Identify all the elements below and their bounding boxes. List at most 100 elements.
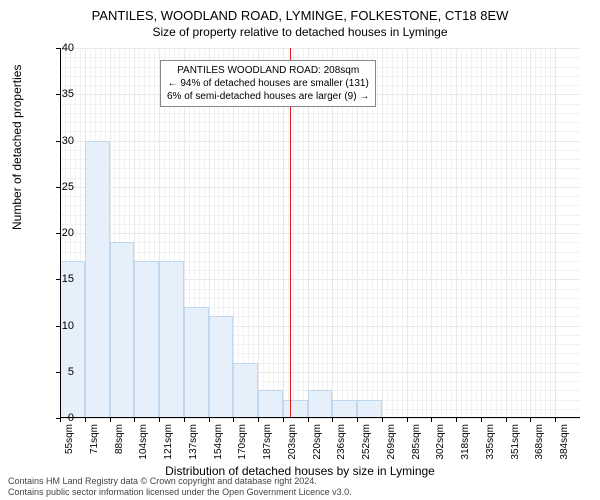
x-tick-mark [209,418,210,422]
x-tick-label: 252sqm [361,424,372,460]
y-tick-label: 0 [44,412,74,424]
x-tick-label: 104sqm [138,424,149,460]
y-tick-label: 10 [44,320,74,332]
x-tick-label: 368sqm [534,424,545,460]
x-tick-mark [85,418,86,422]
histogram-bar [283,400,308,419]
grid-line-h-minor [60,215,580,216]
annotation-line: PANTILES WOODLAND ROAD: 208sqm [167,64,369,77]
x-axis-line [60,417,580,418]
y-axis-label: Number of detached properties [10,65,24,230]
x-tick-label: 269sqm [386,424,397,460]
annotation-line: ← 94% of detached houses are smaller (13… [167,77,369,90]
grid-line-h [60,48,580,49]
histogram-bar [85,141,110,419]
grid-line-h [60,418,580,419]
grid-line-h-minor [60,178,580,179]
grid-line-h [60,187,580,188]
x-tick-label: 187sqm [262,424,273,460]
x-tick-mark [456,418,457,422]
grid-line-v-minor [486,48,487,418]
grid-line-h-minor [60,122,580,123]
grid-line-v-minor [392,48,393,418]
y-tick-label: 30 [44,135,74,147]
x-tick-label: 335sqm [485,424,496,460]
x-tick-label: 88sqm [114,424,125,454]
x-tick-mark [258,418,259,422]
y-tick-label: 35 [44,88,74,100]
grid-line-h-minor [60,252,580,253]
grid-line-v-minor [545,48,546,418]
grid-line-h [60,233,580,234]
annotation-line: 6% of semi-detached houses are larger (9… [167,90,369,103]
x-tick-label: 285sqm [411,424,422,460]
grid-line-v-minor [426,48,427,418]
grid-line-v [555,48,556,418]
grid-line-v-minor [466,48,467,418]
x-tick-label: 351sqm [510,424,521,460]
x-tick-mark [382,418,383,422]
grid-line-v-minor [550,48,551,418]
x-tick-label: 154sqm [213,424,224,460]
grid-line-h-minor [60,224,580,225]
grid-line-v-minor [476,48,477,418]
grid-line-h-minor [60,57,580,58]
x-tick-label: 302sqm [435,424,446,460]
grid-line-v-minor [422,48,423,418]
y-tick-label: 5 [44,366,74,378]
plot-area: PANTILES WOODLAND ROAD: 208sqm← 94% of d… [60,48,580,418]
grid-line-v [506,48,507,418]
histogram-bar [357,400,382,419]
x-tick-label: 384sqm [559,424,570,460]
x-tick-label: 137sqm [188,424,199,460]
grid-line-v-minor [511,48,512,418]
annotation-box: PANTILES WOODLAND ROAD: 208sqm← 94% of d… [160,60,376,107]
x-tick-mark [357,418,358,422]
y-tick-label: 15 [44,273,74,285]
histogram-bar [332,400,357,419]
x-tick-label: 220sqm [312,424,323,460]
grid-line-v-minor [535,48,536,418]
chart-title-main: PANTILES, WOODLAND ROAD, LYMINGE, FOLKES… [0,0,600,23]
grid-line-h-minor [60,205,580,206]
grid-line-v-minor [461,48,462,418]
grid-line-v-minor [540,48,541,418]
grid-line-v-minor [501,48,502,418]
x-tick-label: 236sqm [336,424,347,460]
y-tick-label: 40 [44,42,74,54]
grid-line-v-minor [402,48,403,418]
grid-line-h-minor [60,168,580,169]
grid-line-v [530,48,531,418]
x-tick-mark [332,418,333,422]
histogram-bar [308,390,333,418]
grid-line-v-minor [387,48,388,418]
grid-line-v-minor [377,48,378,418]
y-tick-label: 20 [44,227,74,239]
x-tick-mark [407,418,408,422]
grid-line-h [60,141,580,142]
grid-line-h-minor [60,159,580,160]
grid-line-v [407,48,408,418]
x-tick-mark [555,418,556,422]
footer-line-2: Contains public sector information licen… [8,487,352,498]
grid-line-v-minor [521,48,522,418]
histogram-bar [258,390,283,418]
x-tick-label: 121sqm [163,424,174,460]
histogram-bar [110,242,135,418]
grid-line-v [481,48,482,418]
histogram-bar [184,307,209,418]
grid-line-v-minor [417,48,418,418]
grid-line-v-minor [441,48,442,418]
grid-line-v-minor [526,48,527,418]
grid-line-h-minor [60,113,580,114]
grid-line-v-minor [451,48,452,418]
grid-line-v-minor [496,48,497,418]
x-tick-label: 203sqm [287,424,298,460]
histogram-bar [134,261,159,418]
grid-line-v-minor [412,48,413,418]
x-tick-mark [431,418,432,422]
grid-line-v-minor [471,48,472,418]
chart-title-sub: Size of property relative to detached ho… [0,25,600,39]
chart-container: PANTILES, WOODLAND ROAD, LYMINGE, FOLKES… [0,0,600,500]
grid-line-v-minor [491,48,492,418]
